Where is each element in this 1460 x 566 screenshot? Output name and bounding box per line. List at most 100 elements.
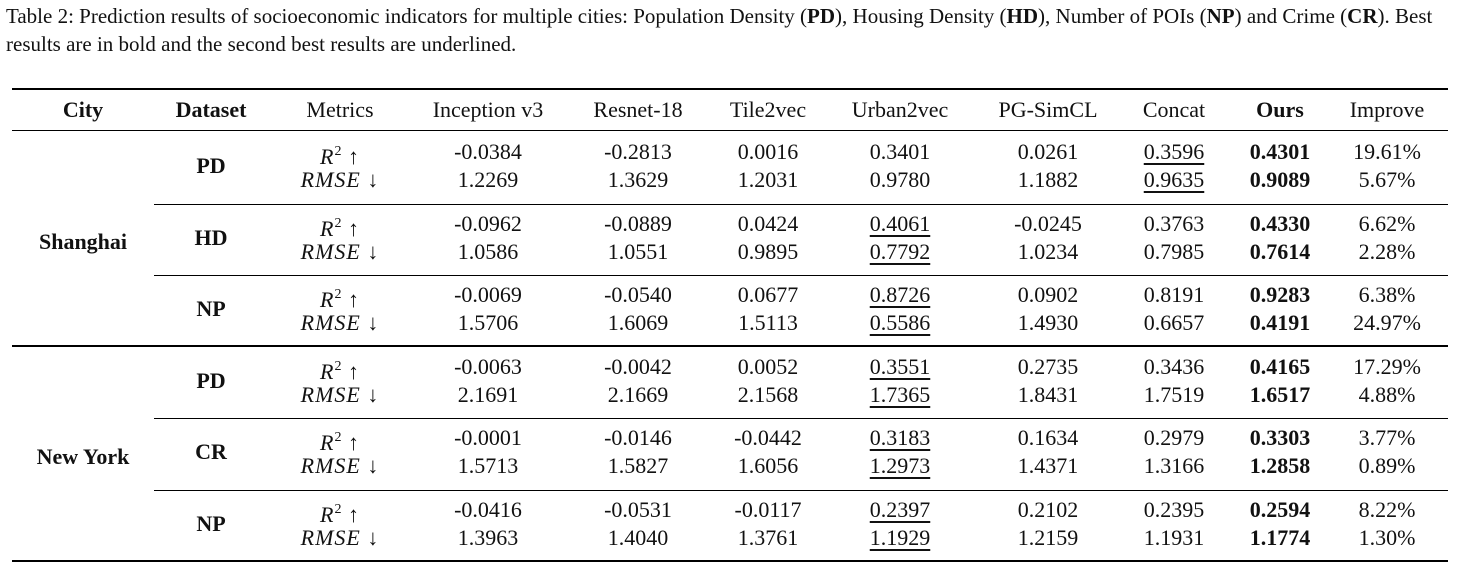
column-header: Urban2vec bbox=[851, 97, 949, 122]
table-cell: 0.6657 bbox=[1143, 310, 1205, 335]
metric-label-r2: R2 ↑ bbox=[320, 138, 360, 171]
table-cell: 1.2159 bbox=[1017, 524, 1079, 550]
dataset-separator-rule bbox=[154, 203, 1448, 205]
metric-r2-arrow: ↑ bbox=[341, 144, 360, 169]
table-cell: 1.3629 bbox=[607, 167, 669, 192]
table-cell: 3.77% bbox=[1358, 425, 1416, 450]
table-cell: -0.0384 bbox=[454, 139, 522, 164]
table-cell: 6.38% bbox=[1358, 282, 1416, 307]
table-cell: 1.5827 bbox=[607, 453, 669, 478]
table-cell: 1.6069 bbox=[607, 310, 669, 335]
table-cell: -0.0962 bbox=[454, 210, 522, 236]
table-cell: 0.4191 bbox=[1249, 310, 1311, 335]
table-cell: 0.2735 bbox=[1017, 353, 1079, 379]
table-cell: 1.2269 bbox=[457, 167, 519, 192]
table-cell: -0.0117 bbox=[734, 496, 802, 522]
table-cell: 1.5113 bbox=[738, 310, 798, 335]
column-header: PG-SimCL bbox=[998, 97, 1098, 122]
table-cell: -0.0063 bbox=[454, 353, 522, 379]
table-cell: 0.1634 bbox=[1017, 425, 1079, 450]
column-header: Dataset bbox=[175, 97, 247, 122]
table-cell: -0.2813 bbox=[604, 139, 672, 164]
caption-part: HD bbox=[1006, 4, 1039, 28]
metric-r2-base: R bbox=[320, 358, 335, 384]
table-cell: -0.0531 bbox=[604, 496, 672, 522]
table-cell: 1.4930 bbox=[1017, 310, 1079, 335]
table-cell: 0.2594 bbox=[1249, 496, 1311, 522]
metric-label-r2: R2 ↑ bbox=[320, 353, 360, 386]
table-cell: 2.1568 bbox=[737, 381, 799, 407]
table-bottom-rule bbox=[12, 560, 1448, 562]
table-cell: 0.3303 bbox=[1249, 425, 1311, 450]
table-cell: 1.2031 bbox=[737, 167, 799, 192]
table-top-rule bbox=[12, 88, 1448, 90]
metric-r2-superscript: 2 bbox=[334, 287, 342, 302]
metric-r2-base: R bbox=[320, 430, 335, 455]
table-cell: 2.1691 bbox=[457, 381, 519, 407]
table-cell: 0.7792 bbox=[869, 238, 931, 264]
metric-label-rmse: RMSE ↓ bbox=[300, 524, 380, 550]
table-cell: 0.4061 bbox=[869, 210, 931, 236]
table-cell: 1.6056 bbox=[737, 453, 799, 478]
dataset-label: HD bbox=[194, 224, 228, 250]
column-header: Ours bbox=[1256, 97, 1304, 122]
table-cell: -0.0001 bbox=[454, 425, 522, 450]
table-cell: 1.7365 bbox=[869, 381, 931, 407]
table-cell: 8.22% bbox=[1358, 496, 1416, 522]
table-cell: 0.0902 bbox=[1017, 282, 1079, 307]
caption-part: PD bbox=[807, 4, 836, 28]
table-cell: 0.9089 bbox=[1249, 167, 1311, 192]
table-cell: -0.0245 bbox=[1014, 210, 1082, 236]
table-cell: 1.0586 bbox=[457, 238, 519, 264]
metric-label-r2: R2 ↑ bbox=[320, 281, 360, 314]
table-cell: 1.30% bbox=[1358, 524, 1416, 550]
column-header: Metrics bbox=[306, 97, 374, 122]
metric-r2-superscript: 2 bbox=[334, 501, 342, 517]
metric-r2-base: R bbox=[320, 144, 335, 169]
metric-r2-base: R bbox=[320, 287, 335, 312]
metric-label-rmse: RMSE ↓ bbox=[300, 381, 380, 407]
table-cell: -0.0146 bbox=[604, 425, 672, 450]
table-cell: 1.4040 bbox=[607, 524, 669, 550]
table-cell: 2.28% bbox=[1358, 238, 1416, 264]
metric-r2-arrow: ↑ bbox=[341, 430, 360, 455]
table-cell: 1.4371 bbox=[1017, 453, 1079, 478]
table-cell: 0.0677 bbox=[737, 282, 799, 307]
metric-r2-arrow: ↑ bbox=[341, 501, 360, 527]
table-cell: 2.1669 bbox=[607, 381, 669, 407]
table-cell: 1.2973 bbox=[869, 453, 931, 478]
metric-label-rmse: RMSE ↓ bbox=[300, 238, 380, 264]
table-cell: 0.9780 bbox=[869, 167, 931, 192]
table-cell: 0.3436 bbox=[1143, 353, 1205, 379]
table-cell: 1.1882 bbox=[1017, 167, 1079, 192]
column-header: Tile2vec bbox=[729, 97, 807, 122]
metric-label-rmse: RMSE ↓ bbox=[300, 453, 380, 478]
metric-r2-base: R bbox=[320, 501, 335, 527]
dataset-label: NP bbox=[196, 510, 226, 536]
table-cell: 0.3551 bbox=[869, 353, 931, 379]
table-cell: 19.61% bbox=[1353, 139, 1421, 164]
table-cell: 0.2397 bbox=[869, 496, 931, 522]
caption-part: NP bbox=[1206, 4, 1235, 28]
table-cell: 0.7614 bbox=[1249, 238, 1311, 264]
dataset-separator-rule bbox=[154, 489, 1448, 491]
metric-r2-base: R bbox=[320, 215, 335, 241]
table-cell: 6.62% bbox=[1358, 210, 1416, 236]
table-cell: 1.3761 bbox=[737, 524, 799, 550]
table-cell: 0.2979 bbox=[1143, 425, 1205, 450]
table-cell: -0.0442 bbox=[734, 425, 802, 450]
table-cell: 1.3963 bbox=[457, 524, 519, 550]
table-cell: 0.0016 bbox=[737, 139, 799, 164]
caption-part: Table 2: Prediction results of socioecon… bbox=[6, 4, 808, 28]
metric-r2-superscript: 2 bbox=[334, 430, 342, 445]
caption-part: ), Housing Density ( bbox=[835, 4, 1007, 28]
table-cell: 0.4330 bbox=[1249, 210, 1311, 236]
dataset-label: NP bbox=[196, 296, 226, 321]
table-cell: 0.2102 bbox=[1017, 496, 1079, 522]
metric-r2-arrow: ↑ bbox=[341, 358, 360, 384]
metric-r2-arrow: ↑ bbox=[341, 287, 360, 312]
metric-label-r2: R2 ↑ bbox=[320, 424, 360, 457]
city-label: New York bbox=[36, 443, 130, 469]
table-cell: 0.4165 bbox=[1249, 353, 1311, 379]
table-cell: 1.1774 bbox=[1249, 524, 1311, 550]
